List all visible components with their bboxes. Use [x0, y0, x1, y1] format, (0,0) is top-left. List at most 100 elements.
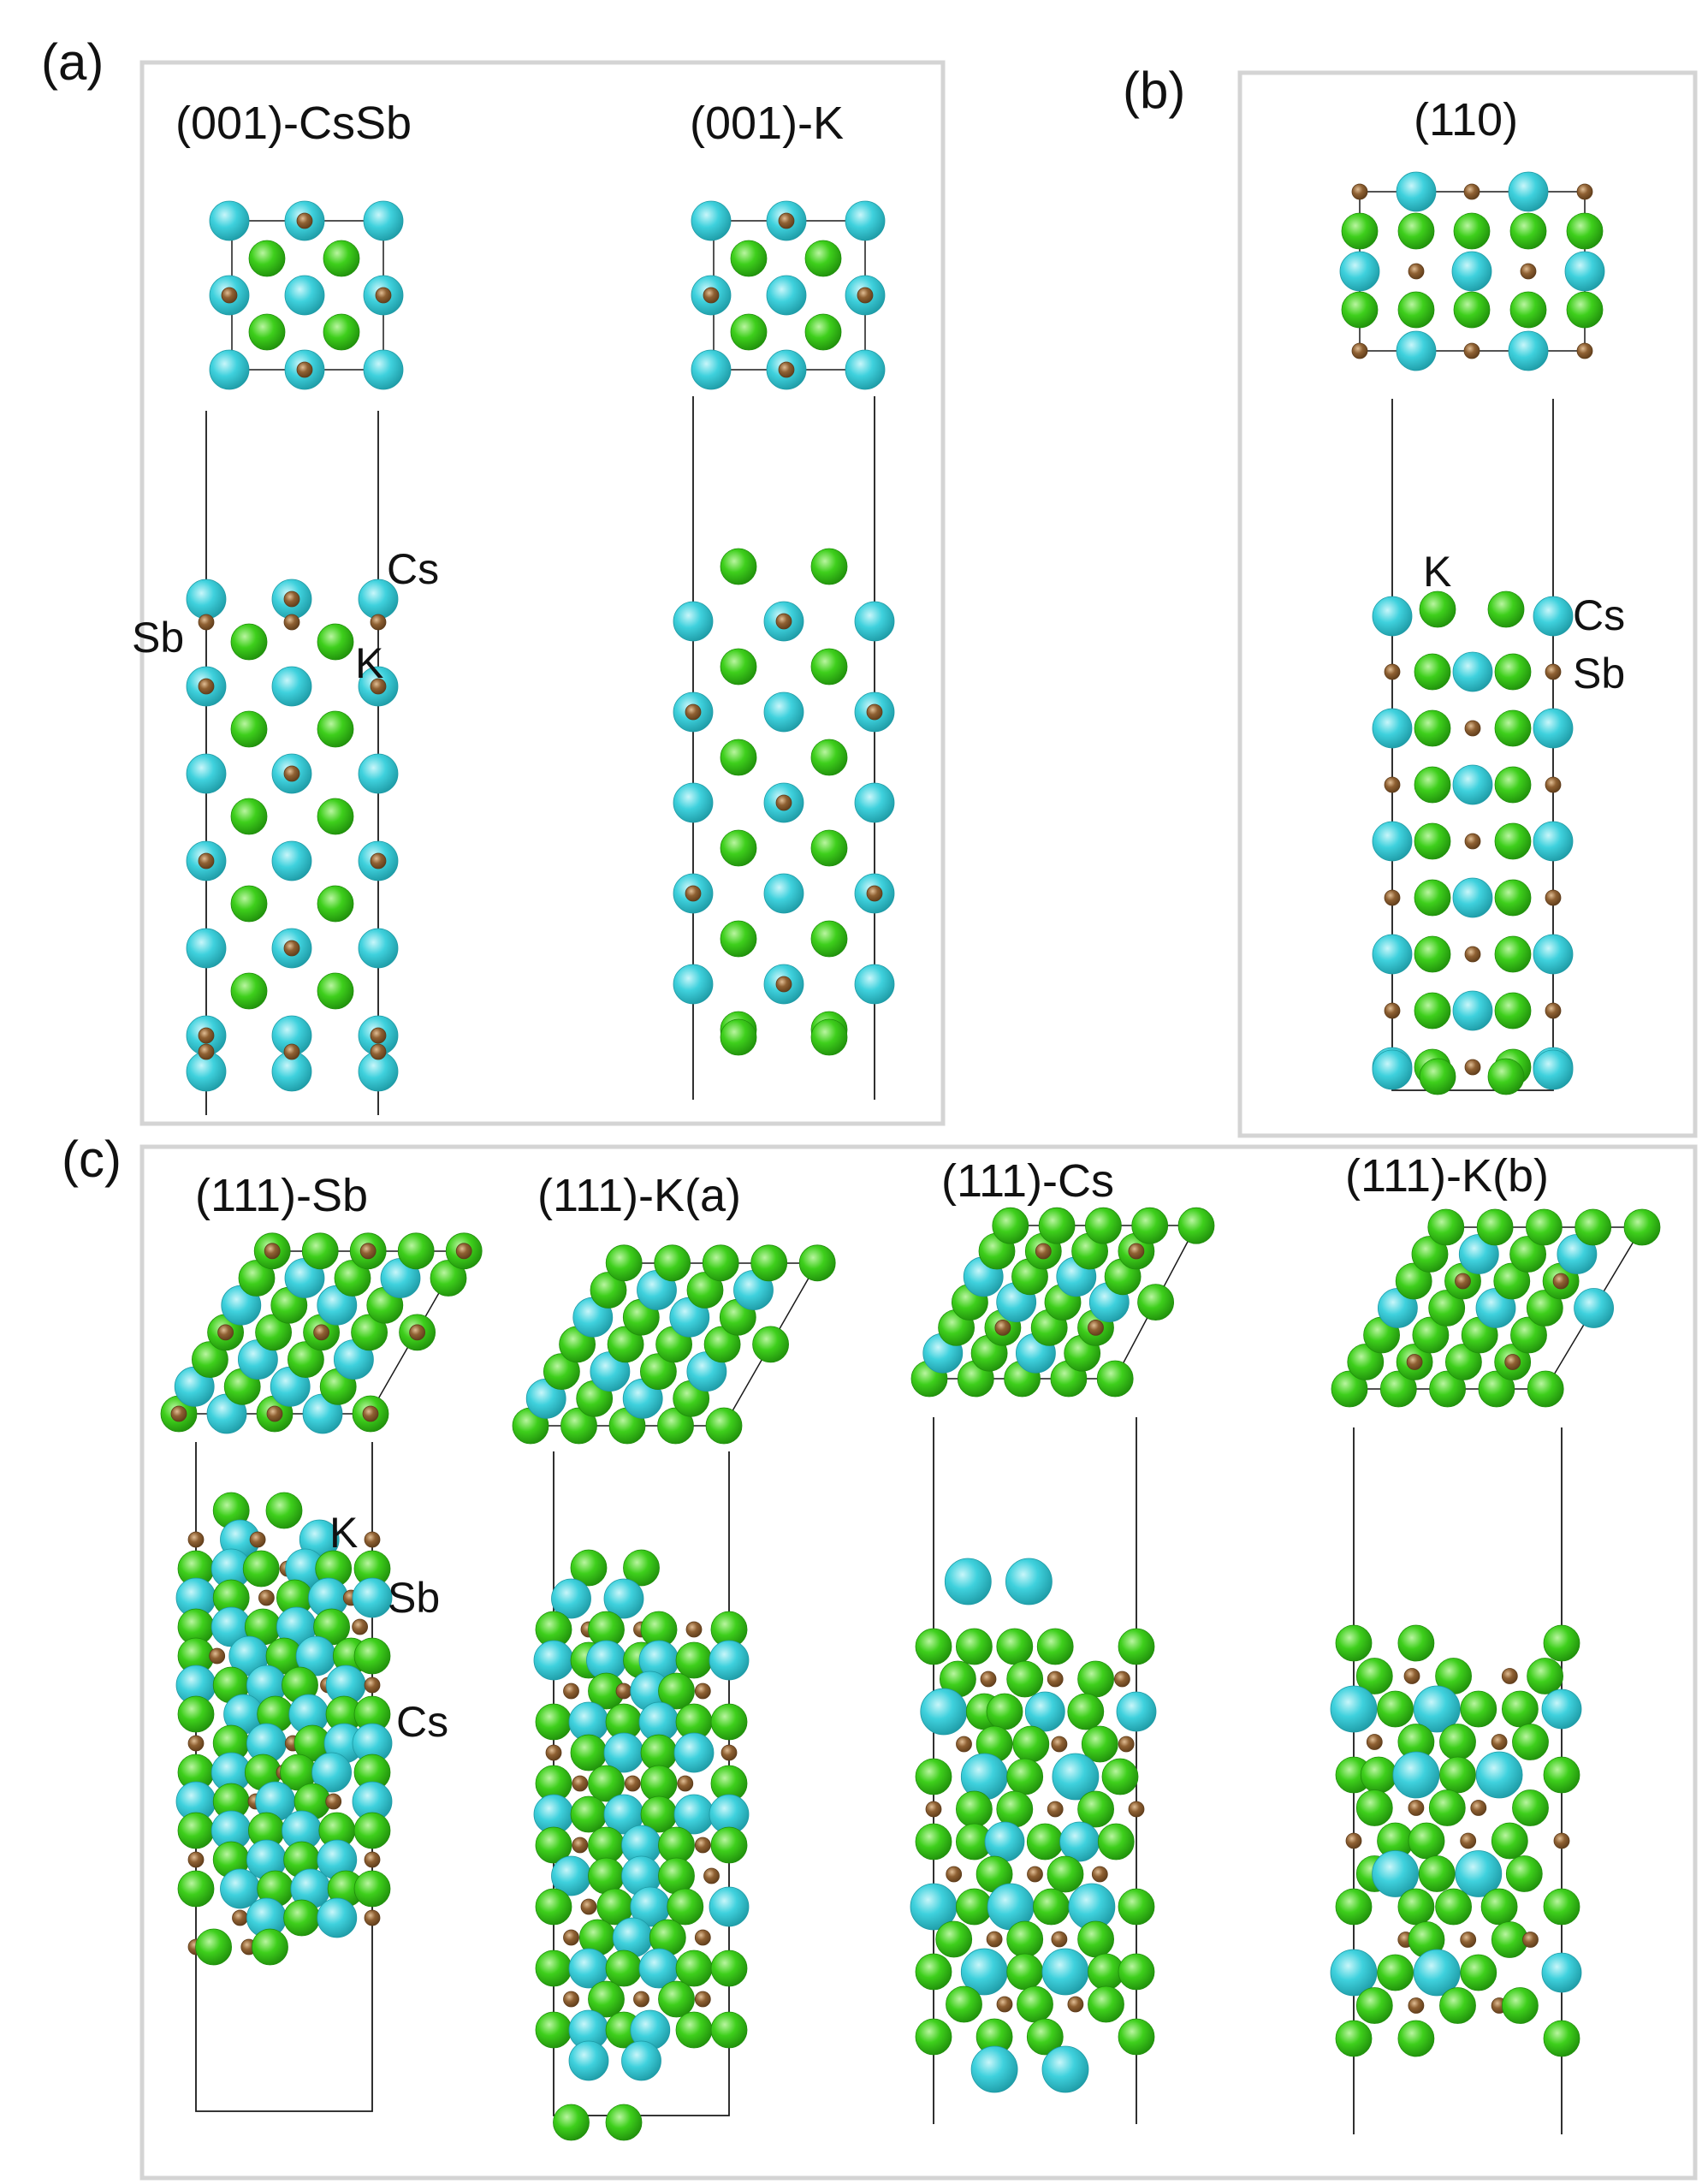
- sb-atom-side-111-kb-600: [1501, 1668, 1518, 1684]
- sb-atom-side-111-sb-410: [364, 1851, 381, 1868]
- atom-label-cs-001: Cs: [387, 545, 439, 593]
- cs-atom-side-111-cs-520: [1005, 1558, 1053, 1605]
- cs-atom-side-001-k-95: [673, 782, 714, 823]
- k-atom-001-cssb-16: [323, 313, 360, 351]
- k-atom-side-111-ka-457: [570, 1734, 608, 1772]
- sb-atom-001-cssb-2: [296, 212, 313, 229]
- cs-atom-001-cssb-3: [363, 200, 404, 241]
- slab-title-111-ka: (111)-K(a): [537, 1170, 741, 1221]
- cs-atom-side-111-ka-460: [673, 1732, 715, 1773]
- k-atom-side-111-ka-470: [570, 1795, 608, 1833]
- k-atom-side-111-ka-481: [710, 1826, 748, 1864]
- k-atom-side-111-ka-464: [588, 1765, 625, 1802]
- k-atom-top-110-134: [1509, 291, 1547, 329]
- cs-atom-side-111-ka-429: [603, 1578, 644, 1619]
- k-atom-side-110-158: [1494, 766, 1532, 804]
- sb-atom-side-111-sb-405: [187, 1851, 205, 1868]
- cs-atom-side-001-cssb-60: [186, 928, 227, 969]
- k-atom-side-111-ka-491: [667, 1888, 704, 1926]
- k-atom-top-111-cs-294: [1131, 1207, 1169, 1244]
- k-atom-side-111-ka-475: [535, 1826, 572, 1864]
- cs-atom-side-111-kb-647: [1413, 1949, 1461, 1997]
- cs-atom-side-111-ka-437: [533, 1640, 574, 1681]
- k-atom-side-001-cssb-64: [230, 972, 268, 1010]
- k-atom-side-111-kb-638: [1480, 1888, 1518, 1926]
- k-atom-side-111-kb-614: [1360, 1756, 1397, 1794]
- sb-atom-001-cssb-6: [296, 361, 313, 378]
- slab-title-111-sb: (111)-Sb: [195, 1170, 368, 1221]
- cs-atom-side-001-cssb-50: [358, 753, 399, 794]
- sb-atom-side-111-cs-543: [1118, 1736, 1135, 1753]
- sb-atom-side-001-k-97: [775, 794, 792, 811]
- atom-label-sb-111: Sb: [388, 1574, 440, 1622]
- sb-atom-side-111-sb-347: [258, 1589, 275, 1606]
- cs-atom-side-111-sb-351: [352, 1577, 393, 1618]
- k-atom-side-111-kb-632: [1418, 1855, 1456, 1892]
- sb-atom-side-111-ka-508: [694, 1991, 711, 2008]
- k-atom-top-111-kb-296: [1331, 1370, 1368, 1408]
- k-atom-top-110-127: [1397, 212, 1435, 250]
- sb-atom-side-001-cssb-54: [198, 852, 215, 869]
- k-atom-side-111-cs-585: [1017, 1985, 1053, 2023]
- slab-title-111-kb: (111)-K(b): [1345, 1150, 1549, 1202]
- cs-atom-side-110-177: [1452, 990, 1493, 1031]
- k-atom-side-111-kb-612: [1512, 1724, 1549, 1760]
- panel-b-label: (b): [1123, 62, 1185, 119]
- k-atom-side-111-ka-517: [553, 2104, 590, 2141]
- cs-atom-side-001-cssb-63: [358, 928, 399, 969]
- slab-title-001-cssb: (001)-CsSb: [175, 98, 412, 149]
- sb-atom-side-111-sb-371: [364, 1677, 381, 1694]
- cs-atom-side-111-cs-547: [1052, 1753, 1100, 1801]
- cs-atom-001-cssb-0: [209, 200, 250, 241]
- sb-atom-top-111-cs-272: [994, 1320, 1011, 1336]
- sb-atom-side-111-ka-486: [703, 1867, 720, 1884]
- sb-atom-top-111-kb-306: [1504, 1354, 1521, 1370]
- atom-label-k-110: K: [1423, 548, 1451, 596]
- k-atom-side-111-ka-518: [605, 2104, 643, 2141]
- sb-atom-side-111-kb-611: [1491, 1734, 1508, 1750]
- sb-atom-side-110-145: [1384, 663, 1401, 680]
- k-atom-001-k-32: [730, 313, 768, 351]
- k-atom-side-111-ka-502: [675, 1950, 713, 1987]
- k-atom-side-111-cs-548: [1101, 1758, 1139, 1795]
- sb-atom-side-111-cs-541: [1051, 1736, 1068, 1753]
- sb-atom-side-001-k-105: [866, 885, 883, 902]
- k-atom-side-111-sb-364: [353, 1637, 391, 1675]
- cs-atom-side-001-cssb-55: [271, 840, 312, 881]
- k-atom-side-110-168: [1494, 879, 1532, 917]
- k-atom-side-001-cssb-59: [317, 885, 354, 923]
- cs-atom-side-001-k-111: [854, 964, 895, 1005]
- panel-b-frame: [1237, 70, 1698, 1138]
- atom-layer: [160, 171, 1661, 2141]
- sb-atom-001-k-23: [778, 361, 795, 378]
- cs-atom-side-111-ka-443: [709, 1640, 750, 1681]
- sb-atom-side-001-cssb-75: [283, 1043, 300, 1060]
- cs-atom-side-110-188: [1533, 1049, 1574, 1090]
- k-atom-top-111-kb-298: [1429, 1370, 1466, 1408]
- sb-atom-side-001-k-84: [775, 613, 792, 630]
- k-atom-side-110-156: [1414, 766, 1451, 804]
- cell-side-110: [1391, 399, 1554, 1091]
- slab-title-110: (110): [1414, 94, 1518, 145]
- sb-atom-top-111-kb-318: [1455, 1273, 1471, 1290]
- cs-atom-top-110-117: [1396, 171, 1437, 212]
- k-atom-side-111-cs-550: [956, 1790, 993, 1828]
- cs-atom-side-111-cs-557: [984, 1821, 1025, 1862]
- k-atom-top-110-126: [1341, 212, 1379, 250]
- sb-atom-side-111-kb-624: [1345, 1832, 1362, 1849]
- sb-atom-side-111-cs-584: [996, 1996, 1013, 2013]
- sb-atom-side-001-cssb-76: [370, 1043, 387, 1060]
- sb-atom-side-111-ka-444: [563, 1683, 579, 1700]
- k-atom-side-111-ka-442: [675, 1641, 713, 1679]
- k-atom-side-111-kb-646: [1377, 1954, 1414, 1991]
- cs-atom-side-110-170: [1372, 934, 1413, 975]
- sb-atom-side-001-k-89: [685, 703, 702, 721]
- sb-atom-side-111-sb-421: [364, 1909, 381, 1926]
- k-atom-side-111-sb-425: [252, 1928, 288, 1966]
- cs-atom-side-111-kb-617: [1475, 1751, 1523, 1799]
- k-atom-side-111-cs-555: [915, 1823, 952, 1861]
- sb-atom-side-001-cssb-41: [198, 678, 215, 695]
- cs-atom-001-cssb-4: [209, 349, 250, 390]
- k-atom-side-001-cssb-46: [317, 710, 354, 748]
- cs-atom-side-111-cs-580: [1041, 1948, 1089, 1996]
